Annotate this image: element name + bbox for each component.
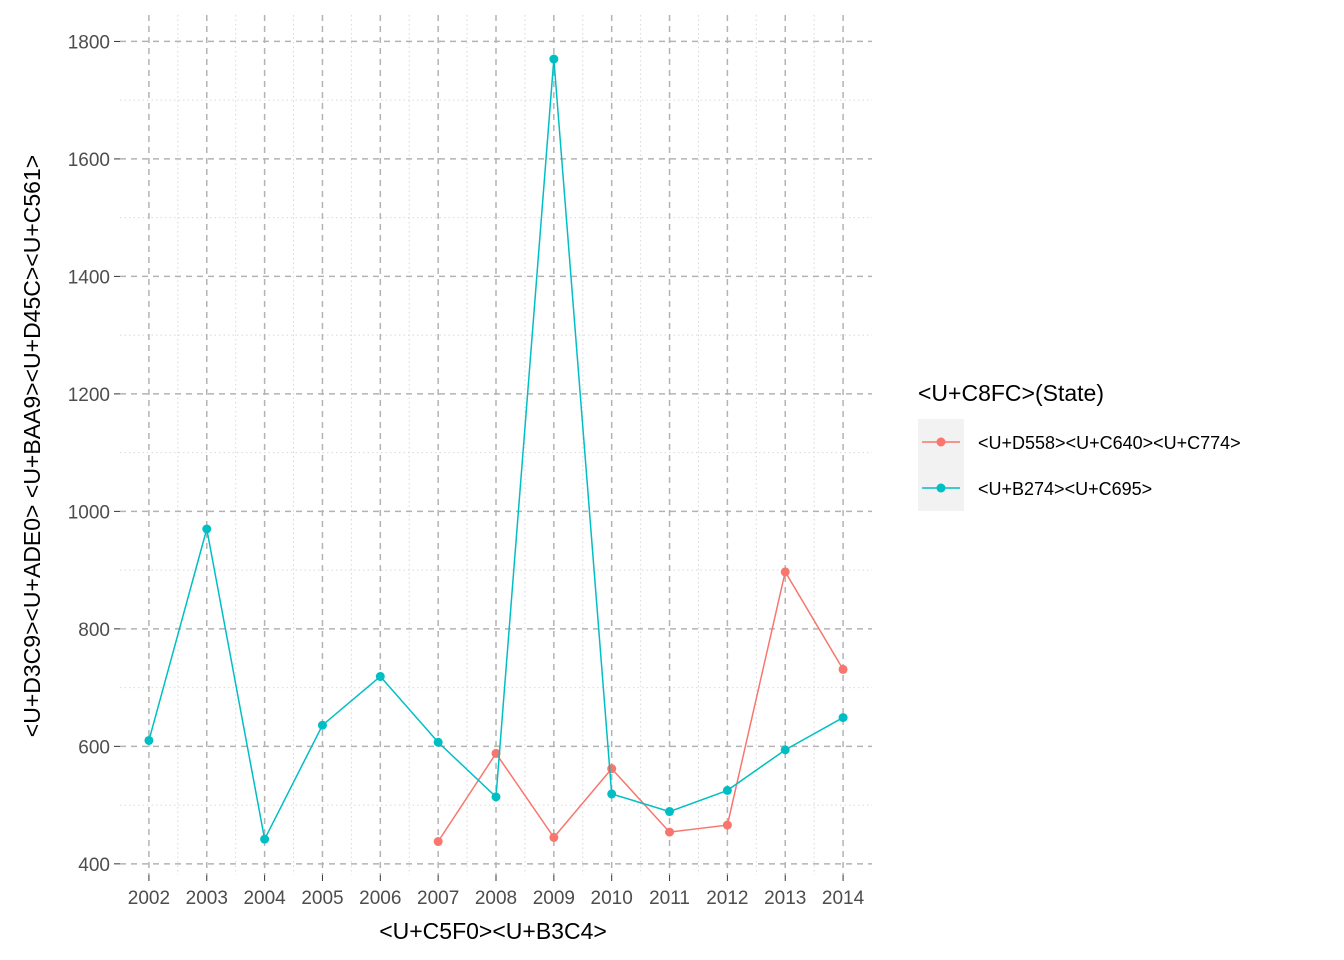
x-tick-label: 2012 <box>706 888 748 909</box>
data-point-series-2 <box>607 789 617 799</box>
y-tick-label: 1200 <box>68 385 110 406</box>
y-tick-label: 800 <box>78 620 110 641</box>
data-point-series-1 <box>433 837 443 847</box>
x-tick-label: 2002 <box>128 888 170 909</box>
legend-label: <U+B274><U+C695> <box>978 479 1152 499</box>
legend-items: <U+D558><U+C640><U+C774> <U+B274><U+C695> <box>922 433 1241 499</box>
y-tick-label: 1000 <box>68 502 110 523</box>
legend: <U+C8FC>(State) <U+D558><U+C640><U+C774>… <box>918 380 1241 511</box>
data-point-series-1 <box>838 664 848 674</box>
x-tick-label: 2007 <box>417 888 459 909</box>
data-point-series-1 <box>491 748 501 758</box>
x-tick-label: 2008 <box>475 888 517 909</box>
data-point-series-2 <box>433 737 443 747</box>
y-tick-label: 1600 <box>68 150 110 171</box>
x-tick-label: 2009 <box>533 888 575 909</box>
y-tick-label: 1800 <box>68 32 110 53</box>
data-point-series-2 <box>722 785 732 795</box>
y-axis-ticks: 400 600 800 1000 1200 1400 1600 1800 <box>68 32 120 876</box>
data-point-series-2 <box>375 671 385 681</box>
legend-key-point <box>936 437 946 447</box>
data-point-series-2 <box>260 834 270 844</box>
data-point-series-2 <box>665 807 675 817</box>
legend-label: <U+D558><U+C640><U+C774> <box>978 433 1241 453</box>
legend-title: <U+C8FC>(State) <box>918 380 1104 406</box>
x-tick-label: 2006 <box>359 888 401 909</box>
x-tick-label: 2004 <box>243 888 286 909</box>
data-point-series-2 <box>317 720 327 730</box>
x-tick-label: 2003 <box>186 888 228 909</box>
x-tick-label: 2013 <box>764 888 806 909</box>
legend-keys-background <box>918 419 964 511</box>
data-point-series-1 <box>607 764 617 774</box>
data-point-series-2 <box>202 524 212 534</box>
data-point-series-1 <box>665 827 675 837</box>
x-tick-label: 2005 <box>301 888 343 909</box>
x-axis-ticks: 2002 2003 2004 2005 2006 2007 2008 2009 2010 2011… <box>128 875 865 909</box>
data-point-series-2 <box>549 54 559 64</box>
y-tick-label: 400 <box>78 855 110 876</box>
y-axis-title: <U+D3C9><U+ADE0> <U+BAA9><U+D45C><U+C561… <box>19 155 45 737</box>
major-grid <box>120 15 872 875</box>
series-line-1 <box>437 569 844 842</box>
x-axis-title: <U+C5F0><U+B3C4> <box>379 918 607 944</box>
x-tick-label: 2011 <box>649 888 690 909</box>
y-tick-label: 1400 <box>68 267 110 288</box>
data-point-series-1 <box>780 567 790 577</box>
data-point-series-2 <box>780 745 790 755</box>
minor-grid <box>120 15 872 875</box>
series-layer <box>144 54 848 847</box>
x-tick-label: 2010 <box>591 888 633 909</box>
data-point-series-2 <box>491 792 501 802</box>
data-point-series-2 <box>144 735 154 745</box>
data-point-series-1 <box>549 832 559 842</box>
data-point-series-2 <box>838 713 848 723</box>
x-tick-label: 2014 <box>822 888 865 909</box>
legend-key-point <box>936 483 946 493</box>
data-point-series-1 <box>722 820 732 830</box>
y-tick-label: 600 <box>78 737 110 758</box>
